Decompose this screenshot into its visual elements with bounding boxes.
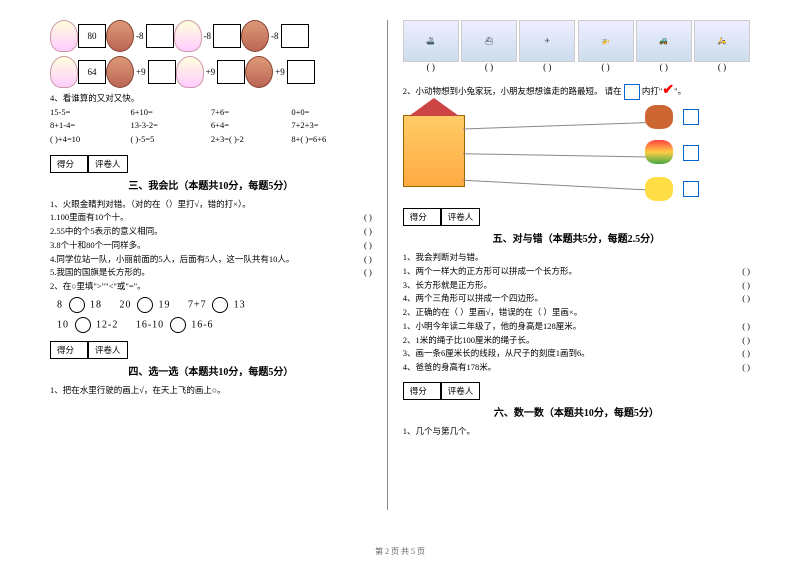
list-item: 5.我国的国旗是长方形的。( ) [50, 266, 372, 279]
operator: +9 [136, 67, 146, 77]
score-label: 得分 [403, 208, 441, 226]
question-text: 1、几个与第几个。 [403, 425, 750, 438]
rabbit-icon [50, 20, 78, 52]
operator: -8 [271, 31, 279, 41]
checkbox-icon [624, 84, 640, 100]
page-footer: 第 2 页 共 5 页 [0, 546, 800, 557]
list-item: 4.同学位站一队，小丽前面的5人，后面有5人，这一队共有10人。( ) [50, 253, 372, 266]
list-item: 2.55中的个5表示的意义相同。( ) [50, 225, 372, 238]
monkey-icon [106, 56, 134, 88]
chain-box [148, 60, 176, 84]
circle-blank [69, 297, 85, 313]
path-checkbox[interactable] [683, 181, 699, 197]
question-text: 2、正确的在（ ）里画√，错误的在（ ）里画×。 [403, 306, 750, 319]
operator: -8 [204, 31, 212, 41]
rabbit-icon [50, 56, 78, 88]
helicopter-icon: 🚁 [578, 20, 634, 62]
section-3-title: 三、我会比（本题共10分，每题5分） [50, 177, 372, 192]
list-item: 4、爸爸的身高有178米。( ) [403, 361, 750, 374]
column-divider [387, 20, 388, 510]
path-checkbox[interactable] [683, 145, 699, 161]
operator: +9 [275, 67, 285, 77]
squirrel-icon [645, 105, 673, 129]
list-item: 1、两个一样大的正方形可以拼成一个长方形。( ) [403, 265, 750, 278]
score-label: 得分 [50, 341, 88, 359]
arith-row: 15-5=6+10=7+6=0+0= [50, 106, 372, 120]
circle-blank [75, 317, 91, 333]
operator: -8 [136, 31, 144, 41]
score-box: 得分 评卷人 [403, 382, 750, 400]
grader-label: 评卷人 [441, 382, 481, 400]
question-4-title: 4、看谁算的又对又快。 [50, 92, 372, 105]
list-item: 4、两个三角形可以拼成一个四边形。( ) [403, 292, 750, 305]
question-text: 2、在○里填">""<"或"="。 [50, 280, 372, 293]
right-column: 🚢 ⛴ ✈ 🚁 🚜 🛵 ( ) ( ) ( ) ( ) ( ) ( ) 2、小动… [393, 20, 760, 510]
question-text: 1、把在水里行驶的画上√，在天上飞的画上○。 [50, 384, 372, 397]
chain-box [281, 24, 309, 48]
rabbit-icon [176, 56, 204, 88]
comparison-row: 10 12-2 16-10 16-6 [50, 317, 372, 333]
section-4-title: 四、选一选（本题共10分，每题5分） [50, 363, 372, 378]
circle-blank [170, 317, 186, 333]
list-item: 3、长方形就是正方形。( ) [403, 279, 750, 292]
question-text: 1、我会判断对与错。 [403, 251, 750, 264]
score-box: 得分 评卷人 [403, 208, 750, 226]
path-checkbox[interactable] [683, 109, 699, 125]
arith-row: ( )+4=10( )-5=52+3=( )-28+( )=6+6 [50, 133, 372, 147]
rabbit-icon [174, 20, 202, 52]
boat-icon: ⛴ [461, 20, 517, 62]
number-chain-row-1: 80 -8 -8 -8 [50, 20, 372, 52]
section-6-title: 六、数一数（本题共10分，每题5分） [403, 404, 750, 419]
list-item: 2、1米的绳子比100厘米的绳子长。( ) [403, 334, 750, 347]
rooster-icon [645, 140, 673, 164]
grader-label: 评卷人 [441, 208, 481, 226]
chain-box: 64 [78, 60, 106, 84]
section-5-title: 五、对与错（本题共5分，每题2.5分） [403, 230, 750, 245]
grader-label: 评卷人 [88, 341, 128, 359]
chain-box [217, 60, 245, 84]
chain-box [213, 24, 241, 48]
chain-box [287, 60, 315, 84]
score-label: 得分 [403, 382, 441, 400]
duck-icon [645, 177, 673, 201]
list-item: 1.100里面有10个十。( ) [50, 211, 372, 224]
vehicle-labels: ( ) ( ) ( ) ( ) ( ) ( ) [403, 62, 750, 72]
path-diagram [403, 105, 703, 200]
operator: +9 [206, 67, 216, 77]
monkey-icon [241, 20, 269, 52]
house-icon [403, 115, 465, 187]
checkmark-icon: ✔ [662, 83, 674, 98]
score-box: 得分 评卷人 [50, 341, 372, 359]
comparison-row: 8 18 20 19 7+7 13 [50, 297, 372, 313]
list-item: 1、小明今年读二年级了，他的身高是128厘米。( ) [403, 320, 750, 333]
grader-label: 评卷人 [88, 155, 128, 173]
arith-row: 8+1-4=13-3-2=6+4=7+2+3= [50, 119, 372, 133]
list-item: 3、画一条6厘米长的线段，从尺子的刻度1画到6。( ) [403, 347, 750, 360]
plane-icon: ✈ [519, 20, 575, 62]
question-text: 1、火眼金睛判对错。（对的在（）里打√，错的打×）。 [50, 198, 372, 211]
list-item: 3.8个十和80个一同样多。( ) [50, 239, 372, 252]
left-column: 80 -8 -8 -8 64 +9 +9 +9 4、看谁算的又对又快。 [40, 20, 382, 510]
ship-icon: 🚢 [403, 20, 459, 62]
monkey-icon [106, 20, 134, 52]
chain-box: 80 [78, 24, 106, 48]
circle-blank [137, 297, 153, 313]
scooter-icon: 🛵 [694, 20, 750, 62]
chain-box [146, 24, 174, 48]
score-box: 得分 评卷人 [50, 155, 372, 173]
circle-blank [212, 297, 228, 313]
monkey-icon [245, 56, 273, 88]
tractor-icon: 🚜 [636, 20, 692, 62]
score-label: 得分 [50, 155, 88, 173]
vehicle-row: 🚢 ⛴ ✈ 🚁 🚜 🛵 [403, 20, 750, 62]
number-chain-row-2: 64 +9 +9 +9 [50, 56, 372, 88]
